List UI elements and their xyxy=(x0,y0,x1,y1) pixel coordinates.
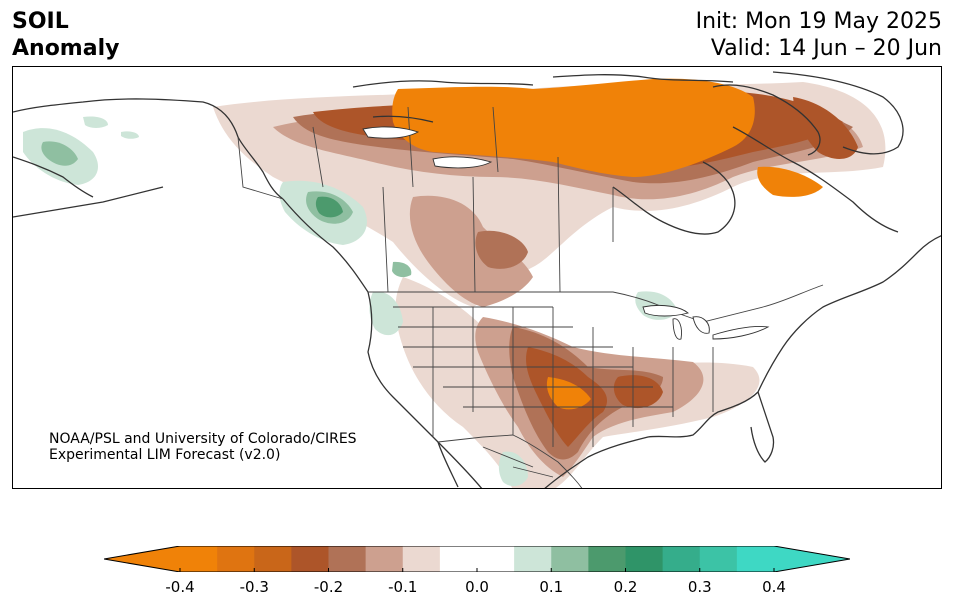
lake-erie-ontario xyxy=(712,326,770,340)
coast-hudson-bay xyxy=(612,161,736,235)
colorbar xyxy=(104,546,850,572)
colorbar-tick-label: -0.1 xyxy=(388,578,418,596)
coast-aleutians xyxy=(13,156,164,218)
wet-spot-alberta xyxy=(392,261,412,278)
colorbar-segment xyxy=(588,546,626,572)
wet-light-pacific-nw xyxy=(369,291,403,336)
dry-orange-core-labrador xyxy=(757,166,823,197)
quantity-label: Anomaly xyxy=(12,36,120,61)
init-date: Init: Mon 19 May 2025 xyxy=(695,9,942,34)
colorbar-segment xyxy=(699,546,738,572)
wet-medium-alaska xyxy=(41,141,78,166)
border-us-states xyxy=(393,306,714,447)
coastlines xyxy=(13,71,941,488)
colorbar-segment xyxy=(514,546,552,572)
dry-medium-brown-central xyxy=(475,230,528,269)
coast-alaska xyxy=(13,98,284,200)
wet-spot-nwt xyxy=(121,131,139,139)
colorbar-segment xyxy=(291,546,329,572)
wet-spot-yukon xyxy=(83,116,108,128)
valid-range: Valid: 14 Jun – 20 Jun xyxy=(710,36,942,61)
border-canada-provinces xyxy=(312,106,614,293)
coast-gulf xyxy=(544,391,759,488)
border-us-mexico xyxy=(437,434,583,488)
map-panel xyxy=(12,66,942,489)
colorbar-segment xyxy=(402,546,441,572)
wet-light-mexico xyxy=(498,451,528,487)
colorbar-segment xyxy=(662,546,701,572)
colorbar-tick-label: 0.4 xyxy=(762,578,786,596)
dry-light-brown-central xyxy=(409,195,533,307)
colorbar-over-arrow xyxy=(774,546,850,572)
colorbar-tick-label: -0.3 xyxy=(239,578,269,596)
anomaly-map xyxy=(13,71,941,488)
lake-superior xyxy=(642,304,689,317)
dry-orange-core-canada xyxy=(392,78,755,177)
border-alaska-canada xyxy=(237,136,284,200)
coast-florida xyxy=(750,391,775,463)
colorbar-tick-label: 0.1 xyxy=(539,578,564,596)
dry-dark-brown-greenland xyxy=(793,97,858,159)
colorbar-segment xyxy=(736,546,775,572)
credit-text: NOAA/PSL and University of Colorado/CIRE… xyxy=(49,431,357,463)
colorbar-tick-label: -0.2 xyxy=(313,578,344,596)
coast-arctic-islands xyxy=(352,74,734,123)
colorbar-ticks: -0.4 -0.3 -0.2 -0.1 0.0 0.1 0.2 0.3 0.4 xyxy=(0,578,954,598)
colorbar-tick-label: 0.2 xyxy=(613,578,638,596)
credit-line-2: Experimental LIM Forecast (v2.0) xyxy=(49,447,281,463)
lake-michigan xyxy=(672,318,682,340)
map-title: SOIL Anomaly xyxy=(12,8,119,62)
colorbar-segment xyxy=(439,546,515,572)
colorbar-segment xyxy=(180,546,218,572)
colorbar-under-arrow xyxy=(104,546,180,572)
dry-spot-mississippi xyxy=(613,375,663,409)
coast-greenland xyxy=(772,71,904,155)
coast-baja xyxy=(437,441,459,488)
lake-huron xyxy=(692,316,710,334)
colorbar-tick-label: 0.0 xyxy=(465,578,489,596)
colorbar-tick-label: 0.3 xyxy=(687,578,712,596)
border-mexico-states xyxy=(482,446,554,478)
colorbar-segment xyxy=(551,546,589,572)
great-slave-lake xyxy=(432,156,493,169)
water-bodies xyxy=(362,126,770,340)
political-borders xyxy=(237,106,824,488)
colorbar-segments xyxy=(104,546,850,572)
credit-line-1: NOAA/PSL and University of Colorado/CIRE… xyxy=(49,431,357,447)
colorbar-segment xyxy=(625,546,664,572)
coast-atlantic xyxy=(757,235,941,393)
coast-baffin xyxy=(712,84,821,156)
anomaly-shading xyxy=(23,78,886,488)
forecast-dates: Init: Mon 19 May 2025 Valid: 14 Jun – 20… xyxy=(696,8,942,62)
coast-labrador xyxy=(732,126,899,233)
colorbar-segment xyxy=(254,546,292,572)
dry-orange-core-oklahoma xyxy=(546,377,591,410)
colorbar-segment xyxy=(365,546,404,572)
wet-dark-bc xyxy=(315,196,343,218)
colorbar-tick-label: -0.4 xyxy=(165,578,195,596)
great-bear-lake xyxy=(362,126,420,139)
colorbar-segment xyxy=(328,546,367,572)
variable-label: SOIL xyxy=(12,9,69,34)
colorbar-segment xyxy=(217,546,255,572)
